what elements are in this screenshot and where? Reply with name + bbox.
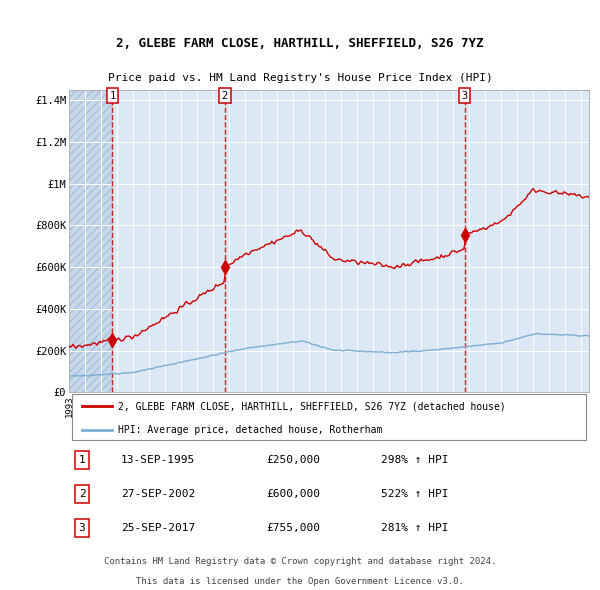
Text: 27-SEP-2002: 27-SEP-2002 — [121, 489, 195, 499]
Bar — [69, 90, 112, 392]
Text: 25-SEP-2017: 25-SEP-2017 — [121, 523, 195, 533]
Text: Price paid vs. HM Land Registry's House Price Index (HPI): Price paid vs. HM Land Registry's House … — [107, 73, 493, 83]
Text: 13-SEP-1995: 13-SEP-1995 — [121, 455, 195, 465]
Text: HPI: Average price, detached house, Rotherham: HPI: Average price, detached house, Roth… — [118, 425, 383, 435]
Text: This data is licensed under the Open Government Licence v3.0.: This data is licensed under the Open Gov… — [136, 576, 464, 586]
Text: 3: 3 — [79, 523, 85, 533]
Text: 281% ↑ HPI: 281% ↑ HPI — [381, 523, 449, 533]
Text: £600,000: £600,000 — [266, 489, 320, 499]
Text: £755,000: £755,000 — [266, 523, 320, 533]
FancyBboxPatch shape — [71, 394, 586, 441]
Text: 2: 2 — [79, 489, 85, 499]
Text: 522% ↑ HPI: 522% ↑ HPI — [381, 489, 449, 499]
Text: 2, GLEBE FARM CLOSE, HARTHILL, SHEFFIELD, S26 7YZ (detached house): 2, GLEBE FARM CLOSE, HARTHILL, SHEFFIELD… — [118, 401, 506, 411]
Text: Contains HM Land Registry data © Crown copyright and database right 2024.: Contains HM Land Registry data © Crown c… — [104, 557, 496, 566]
Text: 2: 2 — [222, 91, 228, 101]
Text: £250,000: £250,000 — [266, 455, 320, 465]
Text: 3: 3 — [461, 91, 468, 101]
Text: 2, GLEBE FARM CLOSE, HARTHILL, SHEFFIELD, S26 7YZ: 2, GLEBE FARM CLOSE, HARTHILL, SHEFFIELD… — [116, 37, 484, 50]
Bar — [69, 90, 112, 392]
Text: 298% ↑ HPI: 298% ↑ HPI — [381, 455, 449, 465]
Text: 1: 1 — [79, 455, 85, 465]
Text: 1: 1 — [109, 91, 115, 101]
